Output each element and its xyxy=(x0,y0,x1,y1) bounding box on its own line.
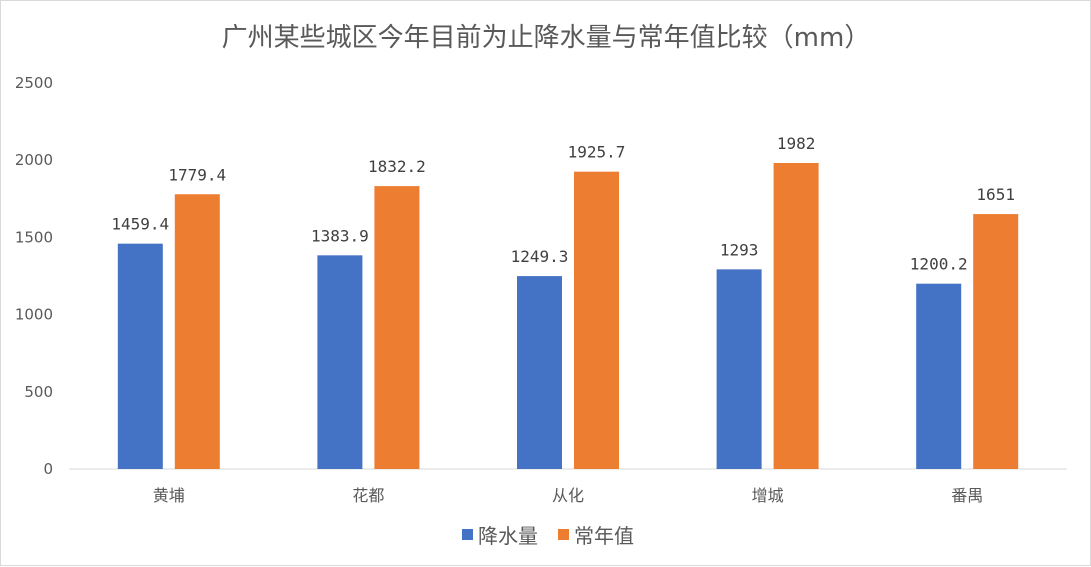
y-axis: 0 500 1000 1500 2000 2500 xyxy=(15,74,53,478)
bars xyxy=(117,162,1019,470)
data-label-rainfall: 1383.9 xyxy=(311,226,369,245)
data-label-normal: 1651 xyxy=(976,185,1015,204)
bar-rainfall xyxy=(517,276,562,469)
bar-normal xyxy=(773,162,819,470)
x-category-label: 增城 xyxy=(752,486,784,505)
legend-swatch-rainfall xyxy=(462,529,473,540)
data-label-normal: 1925.7 xyxy=(568,143,626,162)
legend-label-normal: 常年值 xyxy=(574,524,634,548)
bar-rainfall xyxy=(317,255,363,469)
data-label-normal: 1982 xyxy=(777,134,816,153)
y-tick-label: 500 xyxy=(24,383,53,401)
bar-normal xyxy=(374,186,420,469)
x-category-label: 花都 xyxy=(352,486,384,505)
bar-rainfall xyxy=(716,269,762,469)
data-label-rainfall: 1459.4 xyxy=(111,215,169,234)
y-tick-label: 2000 xyxy=(15,151,53,169)
legend-swatch-normal xyxy=(558,529,569,540)
data-labels: 1459.4 1779.4 1383.9 1832.2 1249.3 1925.7 1293… xyxy=(111,134,1015,274)
category-labels: 黄埔 花都 从化 增城 番禺 xyxy=(153,486,983,505)
bar-normal xyxy=(574,171,619,469)
y-tick-label: 0 xyxy=(43,460,53,478)
y-tick-label: 1500 xyxy=(15,228,53,246)
data-label-normal: 1779.4 xyxy=(168,165,226,184)
data-label-rainfall: 1293 xyxy=(720,240,759,259)
legend: 降水量 常年值 xyxy=(462,524,634,548)
bar-rainfall xyxy=(916,283,962,469)
bar-normal xyxy=(973,214,1019,469)
y-tick-label: 2500 xyxy=(15,74,53,92)
x-category-label: 从化 xyxy=(552,486,584,505)
legend-label-rainfall: 降水量 xyxy=(478,524,538,548)
x-category-label: 黄埔 xyxy=(153,486,185,505)
x-category-label: 番禺 xyxy=(951,486,983,505)
data-label-rainfall: 1200.2 xyxy=(910,255,968,274)
bar-rainfall xyxy=(117,243,163,469)
data-label-rainfall: 1249.3 xyxy=(511,247,569,266)
y-tick-label: 1000 xyxy=(15,306,53,324)
data-label-normal: 1832.2 xyxy=(368,157,426,176)
bar-normal xyxy=(174,194,220,470)
chart-title: 广州某些城区今年目前为止降水量与常年值比较（mm） xyxy=(222,23,871,53)
